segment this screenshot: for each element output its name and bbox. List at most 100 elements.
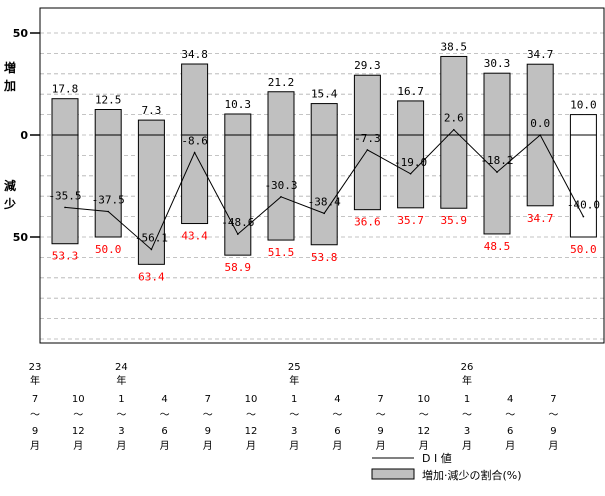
x-from-month: 1 [118, 394, 124, 405]
x-month-unit: 月 [73, 440, 83, 452]
bar [483, 72, 511, 235]
x-tilde: 〜 [505, 410, 515, 421]
x-from-month: 7 [32, 394, 38, 405]
di-point [409, 172, 412, 175]
decrease-label: 63.4 [138, 270, 165, 283]
di-label: -30.3 [264, 179, 297, 192]
increase-label: 10.0 [570, 99, 597, 112]
di-point [539, 134, 541, 136]
di-point [193, 151, 196, 154]
x-from-month: 4 [334, 394, 340, 405]
x-to-month: 9 [205, 426, 211, 437]
di-point [237, 233, 239, 235]
decrease-label: 34.7 [527, 212, 554, 225]
di-label: -18.2 [480, 154, 513, 167]
bar [137, 119, 165, 265]
di-point [107, 210, 109, 213]
di-label: -7.3 [354, 132, 381, 145]
x-year-unit: 年 [462, 374, 472, 387]
increase-label: 10.3 [225, 98, 252, 111]
x-to-month: 6 [334, 426, 340, 437]
di-point [280, 196, 282, 198]
bar [224, 113, 252, 256]
y-label-decrease-2: 少 [3, 196, 16, 211]
x-year-unit: 年 [116, 374, 126, 387]
x-tilde: 〜 [30, 410, 40, 421]
di-point [366, 149, 369, 151]
x-period-label: 4 〜 6 月 [505, 394, 515, 452]
x-to-month: 3 [464, 426, 470, 437]
x-from-month: 1 [291, 394, 297, 405]
x-period-label: 24年 1 〜 3 月 [115, 362, 128, 452]
x-period-label: 7 〜 9 月 [376, 394, 386, 452]
data-labels: 17.8 53.3 -35.5 12.5 50.0 -37.5 7.3 63.4 -56.1 34… [48, 40, 600, 283]
bar [569, 114, 597, 238]
x-year-unit: 年 [289, 374, 299, 387]
di-label: -37.5 [92, 194, 125, 207]
bar [353, 74, 381, 211]
increase-label: 29.3 [354, 59, 381, 72]
di-label: -35.5 [48, 189, 81, 202]
increase-label: 7.3 [141, 104, 161, 117]
decrease-label: 43.4 [181, 230, 208, 243]
x-from-month: 10 [72, 394, 85, 405]
y-tick-label: 0 [20, 129, 28, 142]
x-month-unit: 月 [246, 440, 256, 452]
x-month-unit: 月 [30, 440, 40, 452]
di-label: -38.4 [308, 195, 341, 208]
x-tilde: 〜 [376, 410, 386, 421]
increase-label: 21.2 [268, 76, 295, 89]
decrease-label: 35.7 [397, 214, 424, 227]
y-axis: 増 加 減 少 50 0 50 [3, 27, 40, 244]
di-point [323, 212, 326, 215]
x-month-unit: 月 [203, 440, 213, 452]
di-label: -8.6 [181, 135, 208, 148]
x-from-month: 7 [205, 394, 211, 405]
increase-label: 12.5 [95, 94, 122, 107]
di-point [582, 215, 585, 218]
di-label: -56.1 [135, 231, 168, 244]
di-point [150, 248, 153, 251]
increase-label: 38.5 [441, 40, 468, 53]
x-axis: 23年7〜9月10〜12月24年1〜3月4〜6月7〜9月10〜12月25年1〜3… [29, 362, 559, 452]
y-tick-label: 50 [13, 231, 29, 244]
x-to-month: 9 [32, 426, 38, 437]
legend-bar-label: 増加·減少の割合(%) [422, 468, 522, 482]
x-period-label: 25年 1 〜 3 月 [288, 362, 301, 452]
bar [267, 91, 295, 241]
x-month-unit: 月 [160, 440, 170, 452]
x-from-month: 7 [550, 394, 556, 405]
decrease-label: 51.5 [268, 246, 295, 259]
x-period-label: 7 〜 9 月 [548, 394, 558, 452]
x-to-month: 12 [417, 426, 430, 437]
y-label-increase-2: 加 [3, 78, 16, 93]
legend-box-swatch [371, 468, 415, 480]
decrease-label: 53.3 [52, 250, 79, 263]
x-to-month: 12 [72, 426, 85, 437]
bar [94, 109, 122, 238]
x-year: 24 [115, 362, 128, 373]
x-period-label: 23年 7 〜 9 月 [29, 362, 42, 452]
x-month-unit: 月 [419, 440, 429, 452]
decrease-label: 53.8 [311, 251, 338, 264]
di-line [64, 128, 585, 251]
y-tick-label: 50 [13, 27, 29, 40]
x-tilde: 〜 [160, 410, 170, 421]
x-month-unit: 月 [376, 440, 386, 452]
decrease-label: 50.0 [570, 243, 597, 256]
decrease-label: 36.6 [354, 216, 381, 229]
x-tilde: 〜 [548, 410, 558, 421]
x-month-unit: 月 [548, 440, 558, 452]
plot-area [39, 7, 605, 344]
x-to-month: 9 [550, 426, 556, 437]
x-tilde: 〜 [332, 410, 342, 421]
x-from-month: 1 [464, 394, 470, 405]
di-label: -40.0 [567, 199, 600, 212]
x-month-unit: 月 [462, 440, 472, 452]
di-label: 2.6 [444, 112, 464, 125]
x-period-label: 7 〜 9 月 [203, 394, 213, 452]
di-point [496, 171, 498, 173]
x-year: 25 [288, 362, 301, 373]
y-label-increase-1: 増 [4, 60, 16, 75]
